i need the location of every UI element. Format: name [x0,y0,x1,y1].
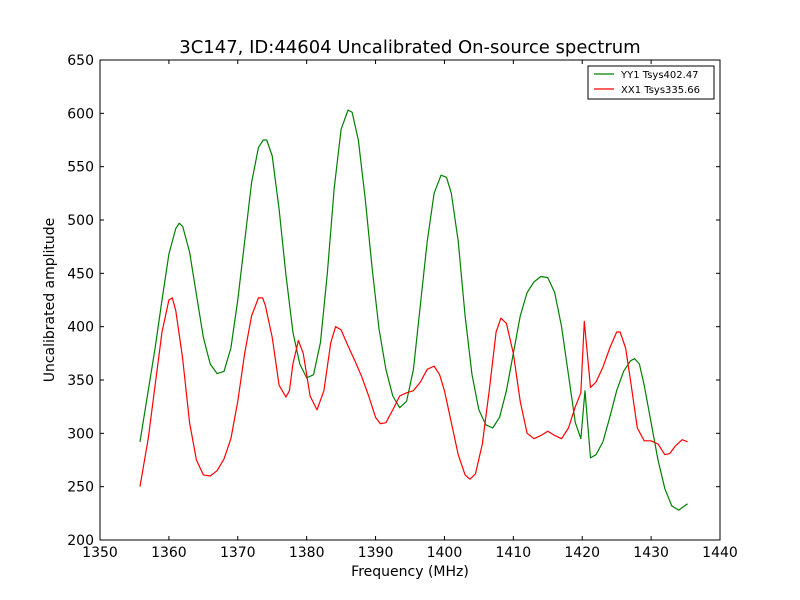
y-tick-label: 200 [67,533,94,549]
y-tick-label: 250 [67,480,94,496]
y-axis-label: Uncalibrated amplitude [42,218,58,383]
y-tick-label: 650 [67,53,94,69]
x-tick-label: 1420 [564,545,600,561]
series-line-xx1 [139,297,688,487]
y-tick-label: 300 [67,426,94,442]
y-tick-label: 550 [67,160,94,176]
legend-label-yy1: YY1 Tsys402.47 [620,70,699,81]
y-tick-label: 400 [67,320,94,336]
x-tick-label: 1440 [702,545,738,561]
chart-title: 3C147, ID:44604 Uncalibrated On-source s… [179,37,640,58]
x-tick-label: 1400 [427,545,463,561]
x-tick-label: 1410 [496,545,532,561]
series-line-yy1 [139,109,688,511]
legend-box [587,65,715,100]
x-tick-label: 1370 [220,545,256,561]
legend: YY1 Tsys402.47 XX1 Tsys335.66 [587,65,715,100]
x-tick-label: 1380 [289,545,325,561]
x-axis: 1350 1360 1370 1380 1390 1400 1410 1420 1430 1440 [82,60,738,561]
x-tick-label: 1390 [358,545,394,561]
y-tick-label: 450 [67,266,94,282]
legend-label-xx1: XX1 Tsys335.66 [621,85,700,96]
x-tick-label: 1430 [633,545,669,561]
x-tick-label: 1360 [151,545,187,561]
y-axis: 200 250 300 350 400 450 500 550 600 650 [67,53,720,549]
axes-frame [99,59,721,541]
y-tick-label: 350 [67,373,94,389]
x-axis-label: Frequency (MHz) [351,564,469,580]
x-tick-label: 1350 [82,545,118,561]
series-layer [139,109,688,511]
y-tick-label: 500 [67,213,94,229]
plot-area [99,59,721,541]
y-tick-label: 600 [67,106,94,122]
